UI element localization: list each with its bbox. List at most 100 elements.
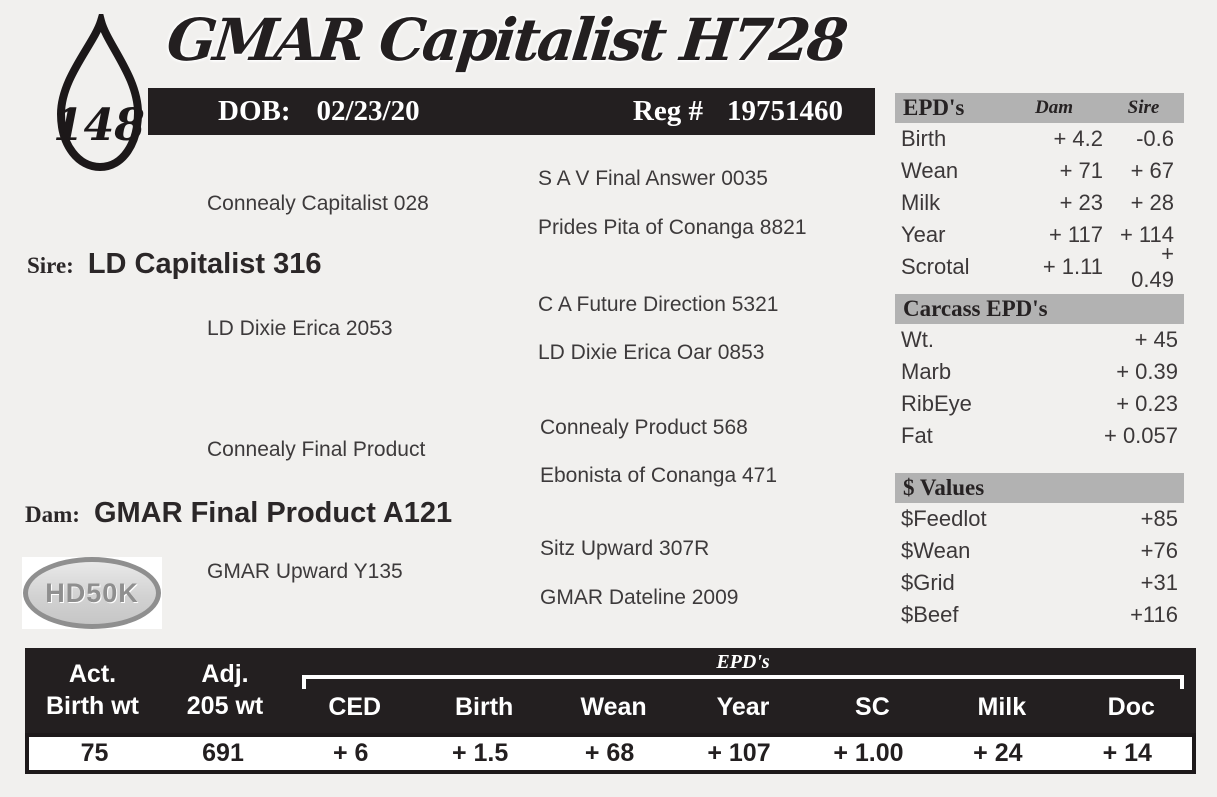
carcass-row-fat: Fat + 0.057 <box>895 420 1184 452</box>
epd-sire-value: + 0.49 <box>1131 241 1174 292</box>
epd-dam-value: + 1.11 <box>1042 254 1103 279</box>
epd-sire-value: + 67 <box>1130 158 1174 183</box>
sire-sire: Connealy Capitalist 028 <box>207 192 429 215</box>
carcass-row-ribeye: RibEye + 0.23 <box>895 388 1184 420</box>
sire-row: Sire: LD Capitalist 316 <box>27 248 322 281</box>
dam-sire-sire: Connealy Product 568 <box>540 416 748 439</box>
carcass-panel-header: Carcass EPD's <box>895 294 1184 324</box>
value-row-wean: $Wean +76 <box>895 535 1184 567</box>
epd-row-scrotal: Scrotal + 1.11 + 0.49 <box>895 241 1184 292</box>
epd-panel-title: EPD's <box>903 95 965 120</box>
sire-label: Sire: <box>27 253 74 278</box>
epd-panel: EPD's Dam Sire Birth + 4.2 -0.6 Wean + 7… <box>895 93 1184 292</box>
dob-reg-bar: DOB: 02/23/20 Reg # 19751460 <box>148 88 875 135</box>
water-drop-icon: 148 <box>53 6 145 172</box>
adj-205-wt-value: 691 <box>202 739 244 767</box>
col-label-line2: 205 wt <box>186 692 264 720</box>
bottom-table-header: Act. Birth wt Adj. 205 wt EPD's CED Birt… <box>25 648 1196 733</box>
epd-row-wean: Wean + 71 + 67 <box>895 155 1184 187</box>
carcass-row-value: + 45 <box>1134 327 1178 352</box>
dam-dam-dam: GMAR Dateline 2009 <box>540 586 739 609</box>
epd-dam-value: + 117 <box>1048 222 1103 247</box>
epd-dam-value: + 4.2 <box>1053 126 1103 151</box>
dob-value: 02/23/20 <box>316 95 420 127</box>
value-row-label: $Beef <box>901 602 959 627</box>
dam-name: GMAR Final Product A121 <box>93 497 453 529</box>
dob-label: DOB: <box>218 95 291 127</box>
epd-row-label: Year <box>901 222 946 247</box>
dam-row: Dam: GMAR Final Product A121 <box>25 497 452 530</box>
reg-label: Reg # <box>632 95 703 127</box>
sc-value: + 1.00 <box>833 739 904 767</box>
col-label-line1: Act. <box>68 660 117 688</box>
col-label-line1: Adj. <box>201 660 249 688</box>
carcass-row-label: Fat <box>901 423 933 448</box>
hd50k-oval: HD50K <box>23 557 161 629</box>
col-act-birth-wt: Act. Birth wt <box>25 648 160 733</box>
sire-dam-sire: C A Future Direction 5321 <box>538 293 779 316</box>
carcass-row-value: + 0.23 <box>1116 391 1178 416</box>
dam-label: Dam: <box>25 502 80 527</box>
epd-dam-value: + 71 <box>1059 158 1103 183</box>
carcass-row-wt: Wt. + 45 <box>895 324 1184 356</box>
value-row-value: +116 <box>1130 602 1178 627</box>
epd-row-label: Wean <box>901 158 959 183</box>
col-year: Year <box>716 692 770 721</box>
epd-row-label: Scrotal <box>901 254 970 279</box>
epd-column-labels: CED Birth Wean Year SC Milk Doc <box>290 681 1196 733</box>
value-row-value: +31 <box>1140 570 1178 595</box>
col-sc: SC <box>855 692 890 721</box>
carcass-row-value: + 0.057 <box>1103 423 1178 448</box>
epd-sire-value: -0.6 <box>1136 126 1174 151</box>
sire-sire-dam: Prides Pita of Conanga 8821 <box>538 216 807 239</box>
dollar-values-panel: $ Values $Feedlot +85 $Wean +76 $Grid +3… <box>895 473 1184 631</box>
col-birth: Birth <box>454 692 514 721</box>
value-row-beef: $Beef +116 <box>895 599 1184 631</box>
col-adj-205-wt: Adj. 205 wt <box>160 648 290 733</box>
epd-row-year: Year + 117 + 114 <box>895 219 1184 251</box>
epd-row-birth: Birth + 4.2 -0.6 <box>895 123 1184 155</box>
dam-sire-dam: Ebonista of Conanga 471 <box>540 464 778 487</box>
carcass-row-value: + 0.39 <box>1116 359 1178 384</box>
sire-dam-dam: LD Dixie Erica Oar 0853 <box>538 341 765 364</box>
epd-dam-value: + 23 <box>1059 190 1103 215</box>
epd-group: EPD's CED Birth Wean Year SC Milk Doc <box>290 648 1196 733</box>
carcass-panel: Carcass EPD's Wt. + 45 Marb + 0.39 RibEy… <box>895 294 1184 452</box>
value-row-label: $Grid <box>901 570 955 595</box>
epd-sire-value: + 28 <box>1130 190 1174 215</box>
value-row-value: +85 <box>1140 506 1178 531</box>
value-row-label: $Wean <box>901 538 971 563</box>
hd50k-logo: HD50K <box>22 557 162 629</box>
col-milk: Milk <box>977 692 1027 721</box>
epd-group-bracket <box>302 675 1184 689</box>
ced-value: + 6 <box>332 739 369 767</box>
dam-dam: GMAR Upward Y135 <box>207 560 403 583</box>
doc-value: + 14 <box>1102 739 1152 767</box>
bottom-table-values: 75 691 + 6 + 1.5 + 68 + 107 + 1.00 + 24 … <box>25 733 1196 774</box>
year-value: + 107 <box>707 739 771 767</box>
carcass-panel-title: Carcass EPD's <box>903 296 1048 321</box>
epd-sire-value: + 114 <box>1119 222 1174 247</box>
carcass-row-label: Wt. <box>901 327 934 352</box>
epd-row-milk: Milk + 23 + 28 <box>895 187 1184 219</box>
epd-col-dam: Dam <box>1035 97 1073 118</box>
epd-group-label: EPD's <box>716 651 770 673</box>
wean-value: + 68 <box>584 739 635 767</box>
value-row-label: $Feedlot <box>901 506 987 531</box>
epd-panel-header: EPD's Dam Sire <box>895 93 1184 123</box>
dam-dam-sire: Sitz Upward 307R <box>540 537 710 560</box>
reg-number: 19751460 <box>727 95 843 127</box>
sire-name: LD Capitalist 316 <box>87 248 322 280</box>
value-row-feedlot: $Feedlot +85 <box>895 503 1184 535</box>
col-wean: Wean <box>580 692 647 721</box>
carcass-row-label: RibEye <box>901 391 972 416</box>
sire-dam: LD Dixie Erica 2053 <box>207 317 393 340</box>
epd-row-label: Milk <box>901 190 941 215</box>
milk-value: + 24 <box>973 739 1023 767</box>
dam-sire: Connealy Final Product <box>207 438 426 461</box>
value-row-grid: $Grid +31 <box>895 567 1184 599</box>
animal-name-title: GMAR Capitalist H728 <box>163 6 849 74</box>
epd-row-label: Birth <box>901 126 947 151</box>
value-row-value: +76 <box>1140 538 1178 563</box>
